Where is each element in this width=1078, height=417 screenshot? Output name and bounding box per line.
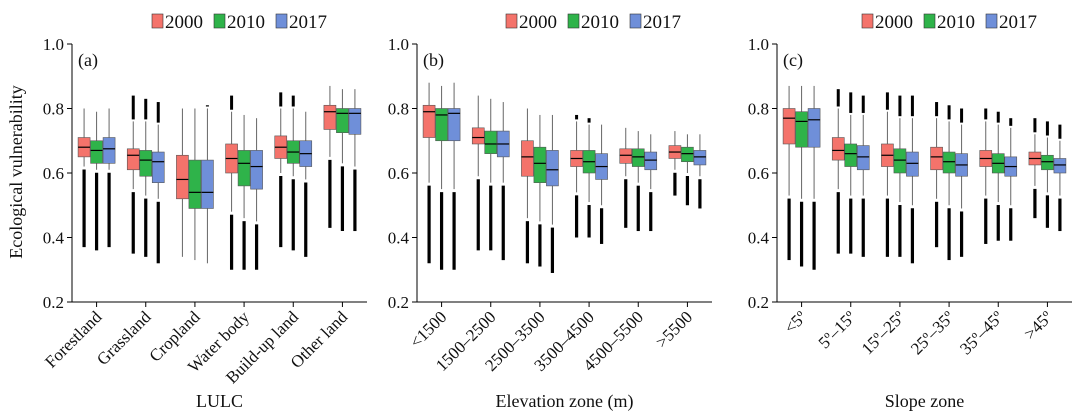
y-tick-label: 1.0 xyxy=(43,35,64,54)
box-2010 xyxy=(90,140,103,164)
category-label: <1500 xyxy=(406,307,450,351)
category-label: >45º xyxy=(1020,307,1056,343)
box-2010 xyxy=(139,150,153,177)
panel-label: (b) xyxy=(423,50,444,71)
legend-swatch-2017 xyxy=(985,13,998,29)
legend-label-2000: 2000 xyxy=(165,12,203,33)
box-2000 xyxy=(619,148,633,164)
box-2010 xyxy=(336,108,349,133)
category-label: Grassland xyxy=(93,307,155,369)
legend-label-2000: 2000 xyxy=(519,12,557,33)
box-2017 xyxy=(807,108,821,148)
box-2017 xyxy=(906,151,919,177)
legend-swatch-2017 xyxy=(629,13,642,29)
legend-label-2017: 2017 xyxy=(643,12,681,33)
legend-label-2017: 2017 xyxy=(289,12,327,33)
box-2000 xyxy=(323,104,337,130)
legend-swatch-2010 xyxy=(923,13,936,29)
category-label: 15º–25º xyxy=(858,307,909,358)
y-tick-label: 1.0 xyxy=(388,35,409,54)
y-tick-label: 0.6 xyxy=(43,164,64,183)
panel-0: 0.2 0.4 0.6 0.8 1.0 (a) 2000 2010 2017 Forestland… xyxy=(41,12,367,411)
box-2010 xyxy=(893,148,907,174)
box-2000 xyxy=(930,146,943,171)
y-tick-label: 0.4 xyxy=(748,229,770,248)
y-tick-label: 0.4 xyxy=(43,229,65,248)
box-2017 xyxy=(693,150,707,166)
y-tick-label: 0.8 xyxy=(388,100,409,119)
legend-swatch-2010 xyxy=(213,13,226,29)
box-2010 xyxy=(681,146,694,163)
legend-swatch-2000 xyxy=(505,13,518,29)
y-tick-label: 0.6 xyxy=(388,164,409,183)
legend-label-2017: 2017 xyxy=(999,12,1037,33)
y-tick-label: 0.2 xyxy=(43,293,64,312)
category-label: >5500 xyxy=(652,307,696,351)
category-label: 5º–15º xyxy=(815,307,860,352)
box-2017 xyxy=(447,108,461,142)
box-2010 xyxy=(844,143,858,167)
panel-2: 0.2 0.4 0.6 0.8 1.0 (c) 2000 2010 2017 <5º 5º–15º1… xyxy=(748,12,1072,411)
box-2017 xyxy=(546,150,559,187)
panel-label: (c) xyxy=(783,50,803,71)
legend-swatch-2010 xyxy=(567,13,580,29)
category-label: Forestland xyxy=(41,307,106,372)
box-2000 xyxy=(126,148,140,171)
legend-label-2010: 2010 xyxy=(581,12,619,33)
box-2000 xyxy=(831,137,845,161)
legend-label-2000: 2000 xyxy=(875,12,913,33)
box-2000 xyxy=(471,127,485,145)
category-label: 25º–35º xyxy=(907,307,958,358)
x-axis-title: Slope zone xyxy=(885,391,964,411)
legend-swatch-2017 xyxy=(275,13,288,29)
box-2000 xyxy=(176,154,189,200)
legend-swatch-2000 xyxy=(151,13,164,29)
box-2017 xyxy=(151,151,165,183)
box-2017 xyxy=(201,159,214,209)
y-axis-title: Ecological vulnerability xyxy=(6,85,26,258)
box-2010 xyxy=(188,159,202,209)
box-2017 xyxy=(856,145,870,171)
y-tick-label: 0.2 xyxy=(388,293,409,312)
box-2000 xyxy=(521,140,534,177)
legend-label-2010: 2010 xyxy=(937,12,975,33)
box-2010 xyxy=(631,148,645,167)
y-tick-label: 0.6 xyxy=(748,164,769,183)
box-2017 xyxy=(102,137,116,164)
y-tick-label: 0.8 xyxy=(43,100,64,119)
y-tick-label: 0.2 xyxy=(748,293,769,312)
box-2017 xyxy=(1053,158,1067,174)
x-axis-title: LULC xyxy=(196,391,243,411)
category-label: <5º xyxy=(780,307,810,337)
legend-label-2010: 2010 xyxy=(227,12,265,33)
panel-label: (a) xyxy=(78,50,98,71)
box-2010 xyxy=(435,108,448,142)
x-axis-title: Elevation zone (m) xyxy=(496,391,634,412)
box-2010 xyxy=(533,146,547,183)
panel-1: 0.20.40.60.81.0(b)2000 2010 2017<15001500–… xyxy=(388,12,712,412)
y-tick-label: 0.8 xyxy=(748,100,769,119)
box-2010 xyxy=(795,111,808,148)
y-tick-label: 0.4 xyxy=(388,229,410,248)
legend-swatch-2000 xyxy=(861,13,874,29)
box-2017 xyxy=(348,108,362,135)
panels: 0.2 0.4 0.6 0.8 1.0 (a) 2000 2010 2017 Forestland… xyxy=(41,12,1072,412)
box-2010 xyxy=(1041,154,1054,171)
box-2010 xyxy=(942,151,956,174)
y-tick-label: 1.0 xyxy=(748,35,769,54)
box-2010 xyxy=(484,130,498,154)
box-2000 xyxy=(782,108,796,145)
category-label: 35º–45º xyxy=(956,307,1007,358)
box-2010 xyxy=(237,150,251,187)
box-2017 xyxy=(250,150,263,190)
box-2017 xyxy=(644,151,658,171)
box-2000 xyxy=(422,104,436,138)
